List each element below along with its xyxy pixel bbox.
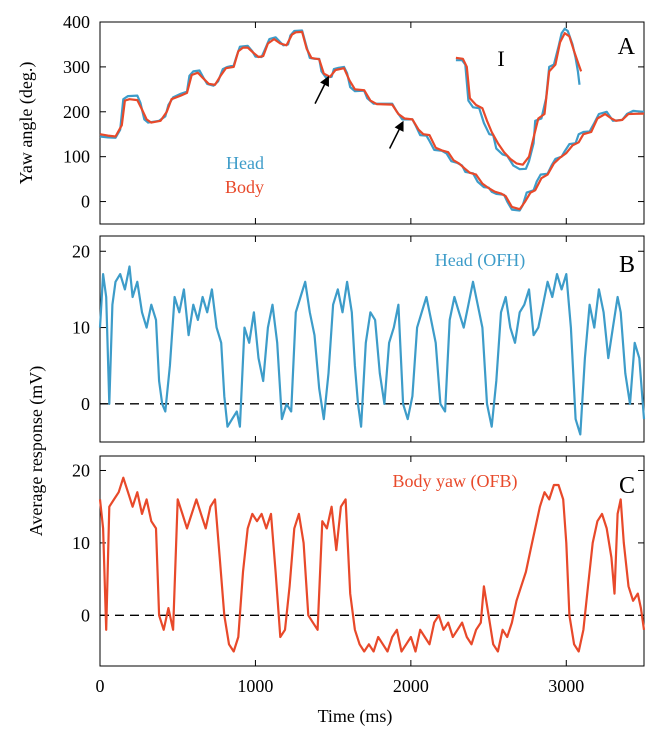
series-line-body [99,30,645,211]
x-tick-label: 3000 [548,676,584,696]
y-tick-label: 0 [81,394,90,414]
panel-c-frame [99,455,645,667]
panel-c-series-label: Body yaw (OFB) [393,471,518,492]
panel-a-series [99,27,645,212]
legend-body: Body [225,177,264,197]
panel-b-series-label: Head (OFH) [435,250,525,271]
panel-c-letter: C [619,473,635,499]
panel-a-letter: A [618,34,636,60]
legend-head: Head [226,153,264,173]
panel-a: 0 100 200 300 400 A I Head Body [63,12,645,225]
x-tick-label: 0 [96,676,105,696]
y-tick-label: 10 [72,533,90,553]
panel-b: 0 10 20 B Head (OFH) [72,235,646,443]
annotation-arrow [388,120,404,149]
series-line-head [99,29,645,212]
y-tick-label: 300 [63,57,90,77]
panel-a-inset-label: I [497,46,504,71]
y-tick-label: 20 [72,460,90,480]
panel-a-y-axis: 0 100 200 300 400 [63,12,644,224]
x-axis-title: Time (ms) [318,706,393,727]
panel-a-frame [99,21,645,225]
y-axis-title-bottom: Average response (mV) [26,366,47,537]
y-tick-label: 10 [72,318,90,338]
y-axis-title-top: Yaw angle (deg.) [16,62,37,185]
panel-b-y-axis: 0 10 20 [72,236,644,442]
y-tick-label: 0 [81,605,90,625]
panel-b-frame [99,235,645,443]
panel-c: 0 10 20 0 1000 2000 3000 C Body yaw (OFB) [72,455,646,696]
annotation-arrow [314,75,329,104]
panel-b-series [98,265,646,436]
panel-a-arrows [314,75,404,149]
y-tick-label: 0 [81,192,90,212]
panel-b-letter: B [619,252,635,278]
y-tick-label: 200 [63,102,90,122]
panel-c-series [98,476,646,653]
y-tick-label: 400 [63,12,90,32]
y-tick-label: 100 [63,147,90,167]
y-tick-label: 20 [72,241,90,261]
series-line-body-inset-i [455,32,583,166]
x-tick-label: 2000 [393,676,429,696]
panel-c-x-axis: 0 1000 2000 3000 [96,456,584,696]
series-line-head-ofh [98,265,646,436]
series-line-head-inset-i [455,27,581,171]
x-tick-label: 1000 [237,676,273,696]
series-line-body-yaw-ofb [98,476,646,653]
